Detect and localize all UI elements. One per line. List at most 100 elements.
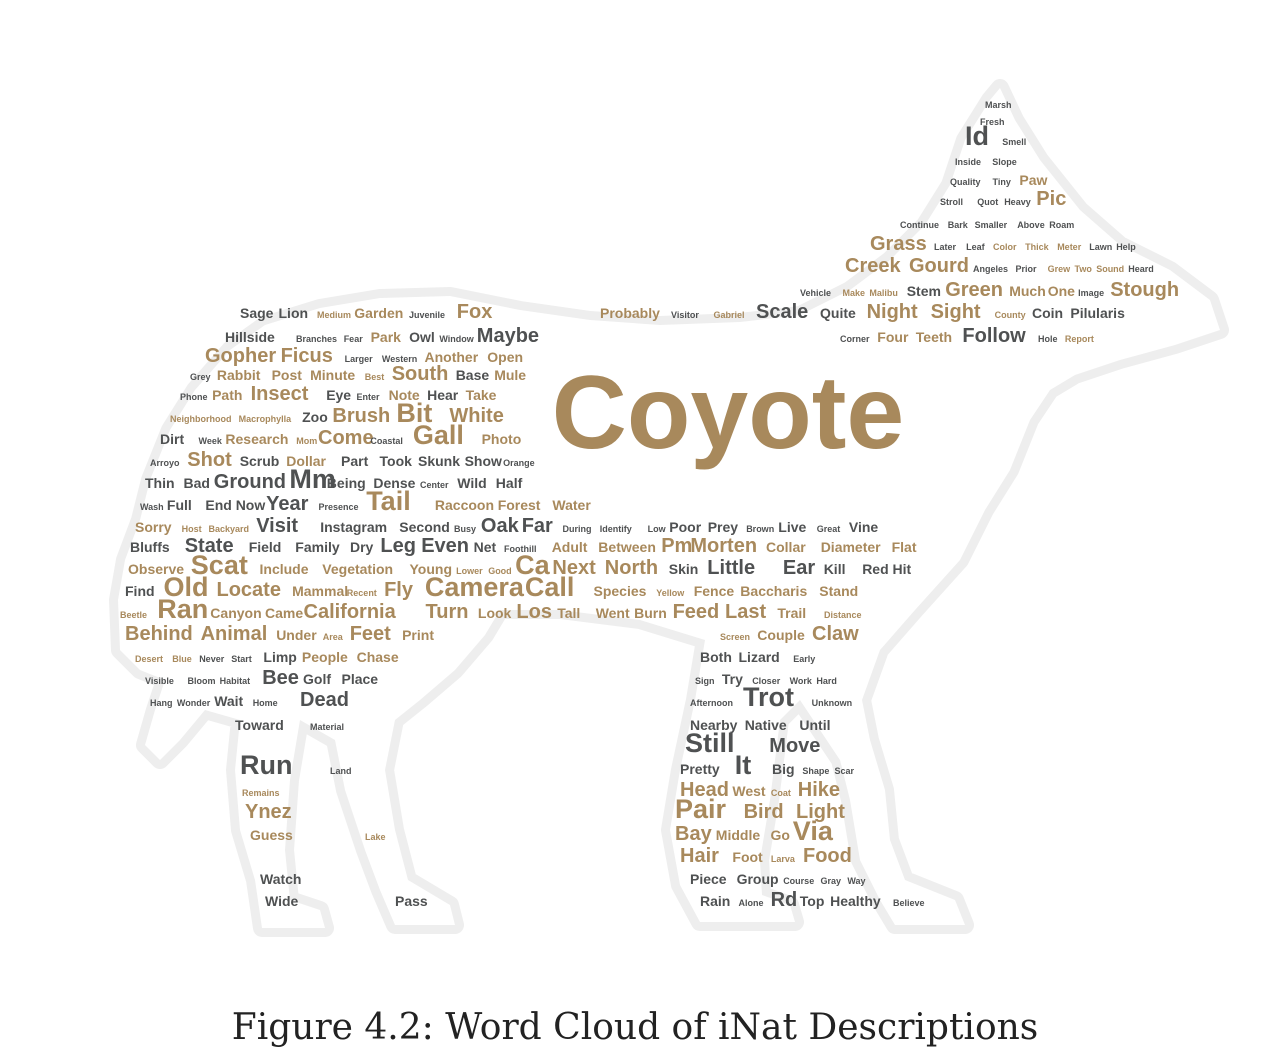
cloud-word: Vehicle [800, 288, 831, 298]
cloud-word: Show [465, 453, 502, 469]
cloud-word: Wide [265, 893, 299, 909]
cloud-word: Part [341, 453, 369, 469]
cloud-word: Distance [824, 610, 862, 620]
cloud-word: Second [399, 519, 450, 535]
cloud-word: Golf [303, 671, 331, 687]
cloud-word: Ca [515, 550, 550, 580]
cloud-word: Kill [824, 561, 846, 577]
cloud-word: Continue [900, 220, 939, 230]
cloud-word: Larger [345, 354, 374, 364]
cloud-word: Enter [357, 392, 381, 402]
cloud-word: Never [199, 654, 225, 664]
headline-word-coyote: Coyote [552, 355, 904, 471]
cloud-word: Grass [870, 233, 927, 255]
cloud-word: Net [474, 539, 497, 555]
cloud-word: Window [439, 334, 474, 344]
cloud-word: Pilularis [1070, 305, 1125, 321]
cloud-word: Hear [427, 387, 459, 403]
cloud-word: Take [466, 387, 497, 403]
cloud-word: Come [318, 427, 374, 449]
cloud-word: Way [847, 876, 865, 886]
cloud-word: Nearby [690, 717, 738, 733]
cloud-word: Stand [819, 583, 858, 599]
cloud-word: Grey [190, 372, 211, 382]
cloud-word: Half [496, 475, 523, 491]
cloud-word: Dollar [286, 453, 326, 469]
cloud-word: Coat [771, 788, 791, 798]
cloud-word: Photo [482, 431, 522, 447]
cloud-word: Park [371, 329, 402, 345]
cloud-word: Path [212, 387, 242, 403]
cloud-word: Vegetation [322, 561, 393, 577]
cloud-word: Mom [296, 436, 317, 446]
cloud-word: Turn [426, 601, 469, 623]
cloud-word: Above [1017, 220, 1045, 230]
cloud-word: Tall [557, 605, 580, 621]
cloud-word: Family [295, 539, 340, 555]
cloud-word: Macrophylla [239, 414, 293, 424]
cloud-word: Bluffs [130, 539, 170, 555]
cloud-word: Post [272, 367, 303, 383]
cloud-word: Busy [454, 524, 476, 534]
cloud-word: Red [862, 561, 888, 577]
cloud-word: Burn [634, 605, 667, 621]
cloud-word: Animal [201, 623, 268, 645]
cloud-word: Help [1116, 242, 1136, 252]
cloud-word: Fence [694, 583, 735, 599]
cloud-word: Native [745, 717, 787, 733]
cloud-word: Sight [931, 301, 981, 323]
cloud-word: Smell [1002, 137, 1026, 147]
cloud-word: Locate [217, 579, 281, 601]
cloud-word: Zoo [302, 409, 328, 425]
cloud-word: Leaf [966, 242, 986, 252]
cloud-word: Gourd [909, 255, 969, 277]
cloud-word: Material [310, 722, 344, 732]
cloud-word: Id [965, 121, 989, 151]
cloud-word: Canyon [210, 605, 261, 621]
cloud-word: Species [594, 583, 647, 599]
cloud-word: Trot [743, 682, 794, 712]
cloud-word: Until [799, 717, 830, 733]
cloud-word: Thin [145, 475, 175, 491]
cloud-word: Heard [1128, 264, 1154, 274]
cloud-word: Adult [552, 539, 588, 555]
cloud-word: Thick [1025, 242, 1050, 252]
cloud-word: Color [993, 242, 1017, 252]
cloud-word: Head [680, 779, 729, 801]
cloud-word: Foothill [504, 544, 537, 554]
cloud-word: Gall [413, 420, 464, 450]
cloud-word: Wait [214, 693, 243, 709]
cloud-word: Shot [187, 449, 232, 471]
cloud-word: Field [249, 539, 282, 555]
cloud-word: Heavy [1004, 197, 1031, 207]
cloud-word: Forest [498, 497, 541, 513]
cloud-word: Lower [456, 566, 483, 576]
cloud-word: Lizard [739, 649, 780, 665]
word-cloud: Marsh Fresh Id Smell Inside Slope Quality Tiny P… [109, 79, 1229, 937]
cloud-word: Gopher [205, 345, 276, 367]
cloud-word: Via [793, 816, 834, 846]
cloud-word: Two [1075, 264, 1093, 274]
cloud-word: Follow [962, 325, 1026, 347]
cloud-word: Diameter [821, 539, 881, 555]
cloud-word: Gray [821, 876, 842, 886]
cloud-word: Run [240, 750, 292, 780]
cloud-word: Orange [503, 458, 535, 468]
cloud-word: Dense [373, 475, 415, 491]
cloud-word: Week [199, 436, 223, 446]
cloud-word: Four [877, 329, 909, 345]
cloud-word: Lake [365, 832, 386, 842]
cloud-word: County [995, 310, 1026, 320]
cloud-word: Slope [992, 157, 1017, 167]
cloud-word: It [735, 750, 752, 780]
cloud-word: Limp [263, 649, 296, 665]
cloud-word: Lawn [1089, 242, 1112, 252]
cloud-word: Backyard [209, 524, 250, 534]
coyote-silhouette [118, 88, 1220, 928]
cloud-word: Instagram [320, 519, 387, 535]
cloud-word: Toward [235, 717, 284, 733]
cloud-word: Pair [675, 794, 727, 824]
cloud-word: Sign [695, 676, 715, 686]
cloud-word: South [392, 363, 449, 385]
